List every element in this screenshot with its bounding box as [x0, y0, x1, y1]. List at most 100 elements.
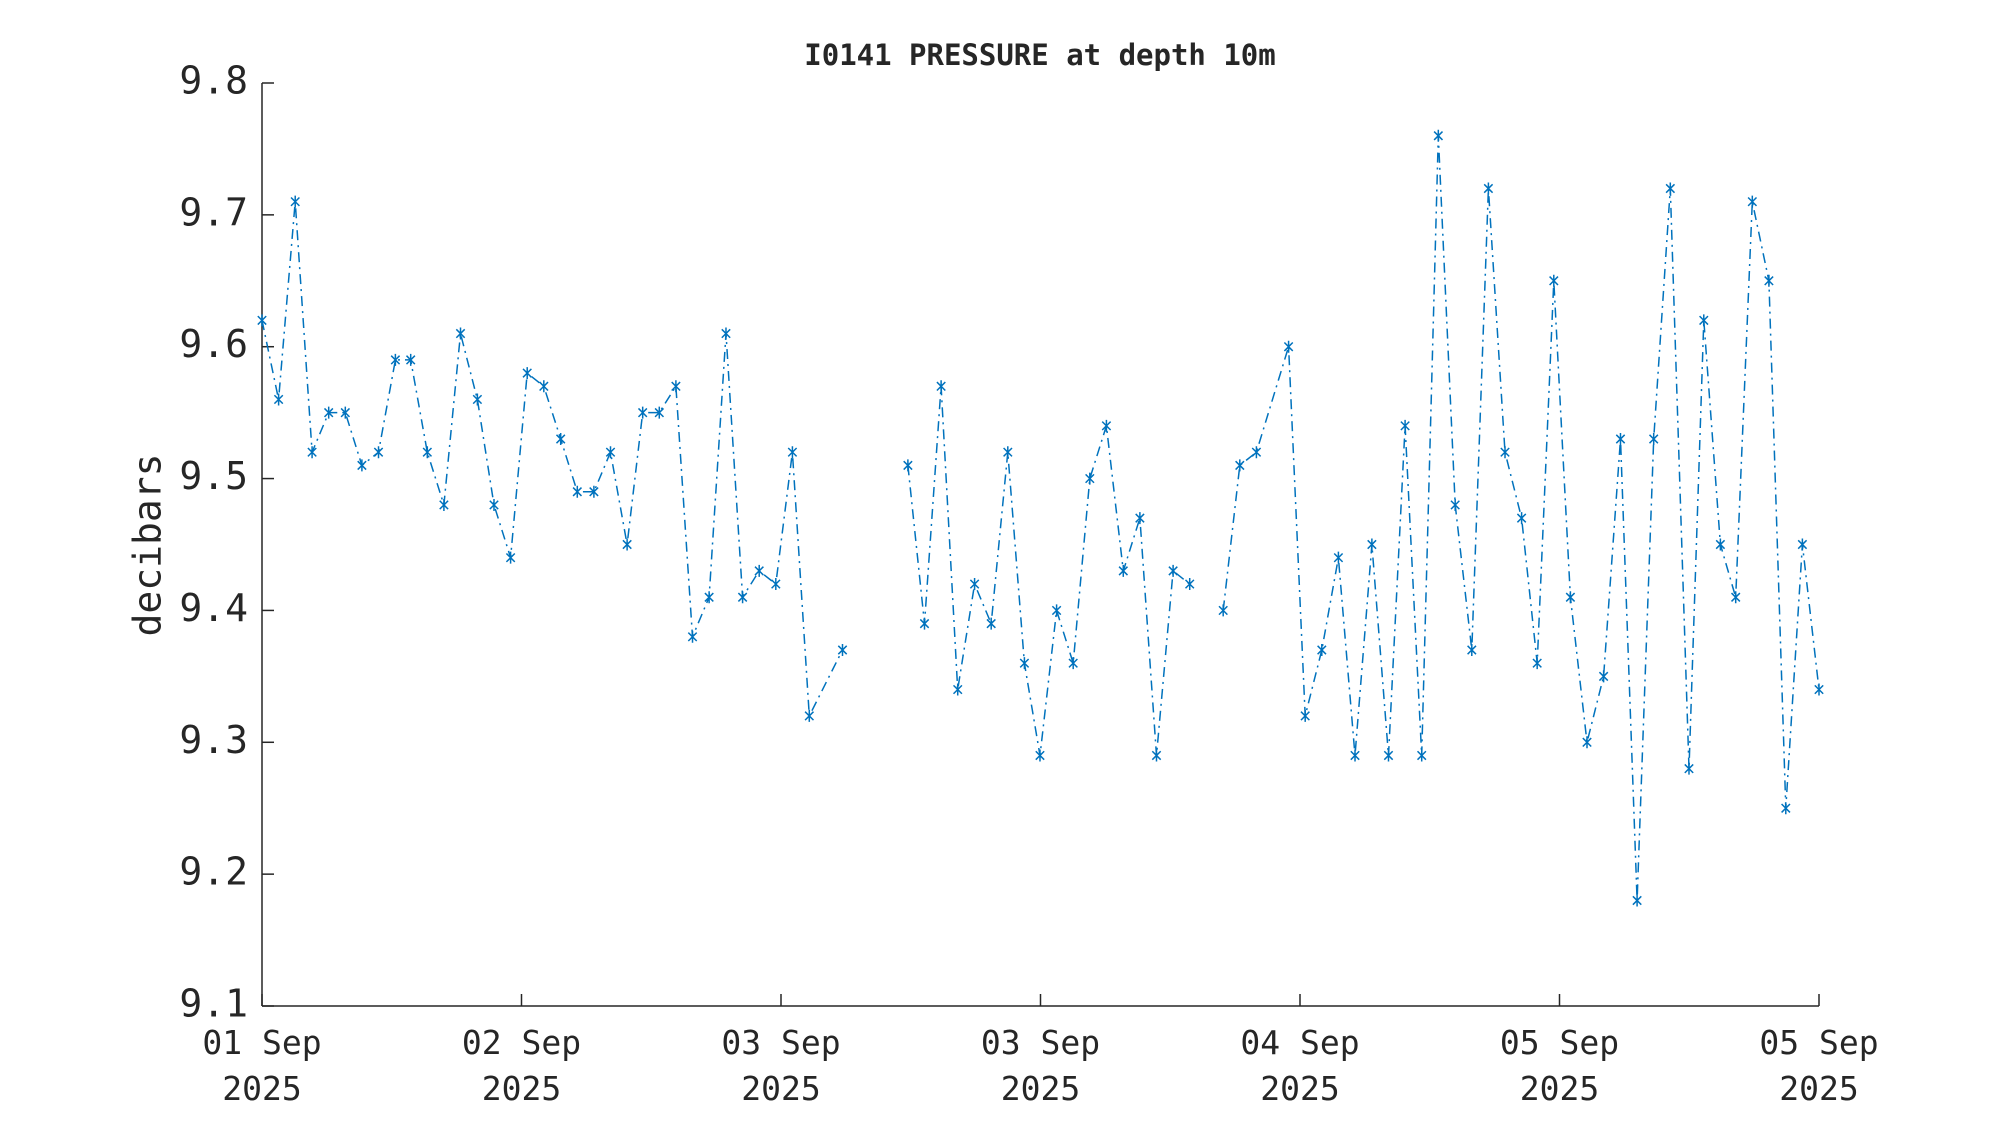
marker [422, 446, 433, 459]
marker [1532, 657, 1542, 670]
marker [721, 327, 731, 340]
marker [1051, 604, 1062, 617]
x-tick-label: 05 Sep 2025 [1759, 1023, 1879, 1108]
marker [1615, 433, 1626, 446]
marker [687, 630, 698, 643]
marker [1699, 314, 1709, 327]
marker [1665, 182, 1676, 195]
marker [1715, 538, 1726, 551]
y-tick-label: 9.1 [179, 982, 248, 1026]
marker [1251, 446, 1262, 459]
marker [1168, 564, 1178, 577]
marker [969, 578, 980, 591]
x-tick-label: 02 Sep 2025 [461, 1023, 582, 1108]
marker [1019, 657, 1030, 670]
marker [754, 564, 764, 577]
marker [1101, 419, 1112, 432]
marker [1068, 657, 1078, 670]
marker [489, 498, 499, 511]
y-tick-label: 9.6 [179, 322, 248, 366]
x-tick-label: 03 Sep 2025 [721, 1023, 841, 1108]
marker [1648, 433, 1659, 446]
y-tick-label: 9.4 [179, 586, 248, 630]
marker [340, 406, 351, 419]
marker [472, 393, 483, 406]
y-tick-label: 9.2 [179, 850, 248, 894]
y-tick-label: 9.5 [179, 454, 248, 498]
marker [390, 353, 401, 366]
marker [1300, 709, 1310, 722]
marker [439, 498, 449, 511]
marker [704, 591, 714, 604]
marker [1333, 551, 1344, 564]
x-tick-label: 04 Sep 2025 [1240, 1023, 1360, 1108]
marker [290, 195, 300, 208]
marker [1151, 749, 1162, 762]
marker [1467, 643, 1477, 656]
marker [1632, 894, 1642, 907]
marker [357, 459, 367, 472]
marker [1516, 512, 1527, 525]
marker [1350, 749, 1360, 762]
marker [1582, 736, 1592, 749]
marker [572, 485, 583, 498]
marker [771, 578, 781, 591]
marker [1549, 274, 1559, 287]
marker [919, 617, 930, 630]
marker [1450, 498, 1460, 511]
marker [1781, 802, 1791, 815]
chart-title: I0141 PRESSURE at depth 10m [804, 38, 1275, 72]
marker [1764, 274, 1774, 287]
marker [986, 617, 996, 630]
marker [522, 367, 532, 380]
marker [952, 683, 963, 696]
marker [637, 406, 648, 419]
x-tick-label: 03 Sep 2025 [980, 1023, 1101, 1108]
marker [1085, 472, 1095, 485]
marker [1565, 591, 1576, 604]
marker [1317, 643, 1327, 656]
marker [373, 446, 384, 459]
marker [737, 591, 748, 604]
marker [539, 380, 549, 393]
marker [903, 459, 913, 472]
marker [273, 393, 284, 406]
x-tick-label: 01 Sep 2025 [202, 1023, 322, 1108]
y-tick-label: 9.7 [179, 190, 248, 234]
marker [1118, 564, 1129, 577]
marker [1367, 538, 1377, 551]
marker [323, 406, 334, 419]
marker [589, 485, 599, 498]
marker [1483, 182, 1494, 195]
marker [555, 433, 566, 446]
marker [1684, 762, 1694, 775]
marker [1416, 749, 1427, 762]
marker [1500, 446, 1510, 459]
marker [1283, 340, 1294, 353]
marker [605, 446, 616, 459]
marker [1797, 538, 1808, 551]
series-line [261, 135, 1820, 901]
marker [936, 380, 946, 393]
marker [505, 551, 516, 564]
marker [307, 446, 317, 459]
marker [1218, 604, 1228, 617]
y-axis-label: decibars [126, 453, 170, 636]
marker [1235, 459, 1245, 472]
marker [787, 446, 798, 459]
marker [1035, 749, 1045, 762]
y-tick-label: 9.8 [179, 59, 248, 103]
marker [1598, 670, 1609, 683]
y-tick-label: 9.3 [179, 718, 248, 762]
x-tick-label: 05 Sep 2025 [1499, 1023, 1620, 1108]
marker [1184, 578, 1195, 591]
marker [671, 380, 681, 393]
marker [804, 709, 815, 722]
marker [257, 314, 267, 327]
marker [455, 327, 466, 340]
marker [622, 538, 632, 551]
marker [837, 643, 848, 656]
marker [1383, 749, 1394, 762]
